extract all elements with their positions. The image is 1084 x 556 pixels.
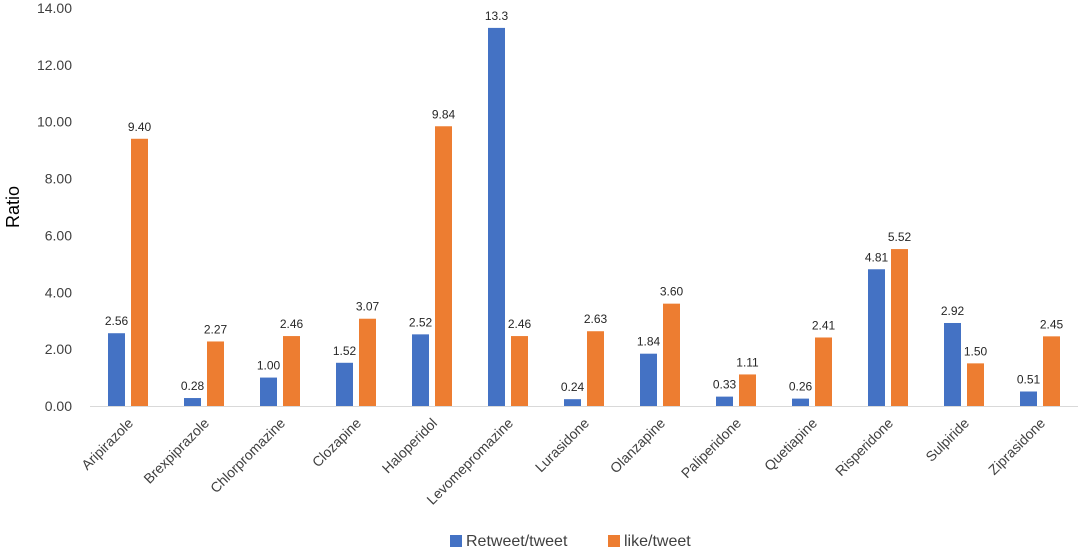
category-label-4: Haloperidol xyxy=(379,415,440,476)
y-tick-label-3: 6.00 xyxy=(45,227,72,243)
data-label-retweet-4: 2.52 xyxy=(409,315,433,329)
legend-swatch-retweet xyxy=(450,535,462,547)
y-tick-label-1: 2.00 xyxy=(45,341,72,357)
data-label-like-9: 2.41 xyxy=(812,318,836,332)
bar-retweet-7 xyxy=(640,353,657,406)
bar-retweet-10 xyxy=(868,269,885,406)
category-label-7: Olanzapine xyxy=(607,415,669,477)
bar-retweet-2 xyxy=(260,377,277,406)
category-label-11: Sulpiride xyxy=(922,415,972,465)
legend-label-retweet: Retweet/tweet xyxy=(466,533,568,550)
data-label-like-6: 2.63 xyxy=(584,312,608,326)
category-label-8: Paliperidone xyxy=(678,415,745,482)
y-tick-label-2: 4.00 xyxy=(45,284,72,300)
bar-retweet-11 xyxy=(944,322,961,406)
bar-like-4 xyxy=(435,126,452,407)
data-label-retweet-10: 4.81 xyxy=(865,250,889,264)
data-label-like-3: 3.07 xyxy=(356,300,380,314)
bar-retweet-4 xyxy=(412,334,429,406)
data-label-like-5: 2.46 xyxy=(508,317,532,331)
bar-retweet-0 xyxy=(108,333,125,406)
data-label-retweet-0: 2.56 xyxy=(105,314,129,328)
category-label-9: Quetiapine xyxy=(761,415,820,474)
data-label-like-10: 5.52 xyxy=(888,230,912,244)
data-label-retweet-8: 0.33 xyxy=(713,378,737,392)
data-label-like-2: 2.46 xyxy=(280,317,304,331)
bar-like-2 xyxy=(283,336,300,406)
y-axis-ticks: 0.00 2.00 4.00 6.00 8.00 10.00 12.00 14.00 xyxy=(37,0,72,414)
data-label-retweet-12: 0.51 xyxy=(1017,373,1041,387)
y-tick-label-7: 14.00 xyxy=(37,0,72,16)
data-label-retweet-9: 0.26 xyxy=(789,380,813,394)
bar-retweet-12 xyxy=(1020,391,1037,406)
bar-like-8 xyxy=(739,374,756,406)
bar-like-7 xyxy=(663,303,680,406)
data-label-like-4: 9.84 xyxy=(432,107,456,121)
bar-retweet-9 xyxy=(792,398,809,406)
legend-label-like: like/tweet xyxy=(624,533,691,550)
bar-retweet-3 xyxy=(336,362,353,406)
bar-like-0 xyxy=(131,138,148,406)
bar-like-12 xyxy=(1043,336,1060,406)
data-label-like-8: 1.11 xyxy=(736,355,759,369)
category-label-3: Clozapine xyxy=(309,415,364,470)
bar-like-10 xyxy=(891,249,908,406)
data-label-retweet-5: 13.3 xyxy=(485,9,509,23)
bar-like-11 xyxy=(967,363,984,406)
data-label-like-1: 2.27 xyxy=(204,322,228,336)
data-label-retweet-2: 1.00 xyxy=(257,359,281,373)
data-label-retweet-7: 1.84 xyxy=(637,335,661,349)
bar-like-6 xyxy=(587,331,604,406)
data-label-retweet-3: 1.52 xyxy=(333,344,357,358)
y-tick-label-5: 10.00 xyxy=(37,114,72,130)
legend: Retweet/tweet like/tweet xyxy=(450,533,691,550)
bar-like-1 xyxy=(207,341,224,406)
y-tick-label-0: 0.00 xyxy=(45,398,72,414)
data-label-like-11: 1.50 xyxy=(964,344,988,358)
data-label-like-12: 2.45 xyxy=(1040,317,1064,331)
data-labels: 2.56 9.40 0.28 2.27 1.00 2.46 1.52 3.07 2.52 9.84… xyxy=(105,9,1064,394)
y-tick-label-4: 8.00 xyxy=(45,171,72,187)
data-label-retweet-6: 0.24 xyxy=(561,380,585,394)
bar-retweet-1 xyxy=(184,398,201,406)
category-label-2: Chlorpromazine xyxy=(207,415,288,496)
category-label-12: Ziprasidone xyxy=(985,415,1048,478)
data-label-retweet-1: 0.28 xyxy=(181,379,205,393)
data-label-like-7: 3.60 xyxy=(660,285,684,299)
bar-retweet-5 xyxy=(488,27,505,407)
category-label-10: Risperidone xyxy=(832,415,896,479)
bar-retweet-6 xyxy=(564,399,581,406)
bar-like-9 xyxy=(815,337,832,406)
category-label-0: Aripirazole xyxy=(78,415,136,473)
category-label-6: Lurasidone xyxy=(532,415,592,475)
bars xyxy=(108,27,1060,407)
category-label-1: Brexpiprazole xyxy=(140,415,212,487)
bar-like-5 xyxy=(511,336,528,406)
y-tick-label-6: 12.00 xyxy=(37,57,72,73)
legend-swatch-like xyxy=(608,535,620,547)
bar-like-3 xyxy=(359,318,376,406)
bar-retweet-8 xyxy=(716,396,733,406)
y-axis-title: Ratio xyxy=(3,186,23,228)
data-label-retweet-11: 2.92 xyxy=(941,304,965,318)
data-label-like-0: 9.40 xyxy=(128,120,152,134)
